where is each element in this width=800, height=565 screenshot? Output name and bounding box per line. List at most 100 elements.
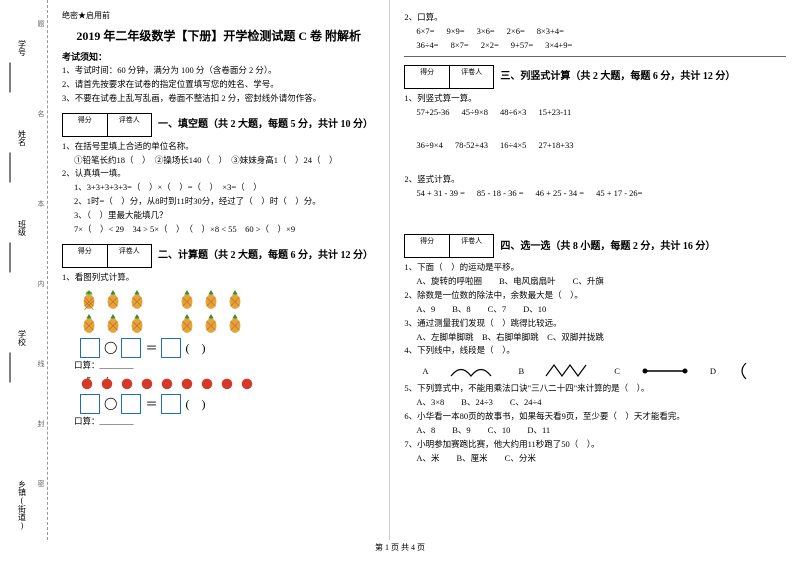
pineapple-icon [128,312,146,334]
margin-label: 班级 [17,220,28,236]
apple-icon [240,376,254,390]
question-sub: 2、1时=（ ）分，从8时到11时30分，经过了（ ）时（ ）分。 [62,196,375,208]
equals-sign: ＝ [145,339,157,356]
margin-hint: 本 [36,200,46,207]
score-cell: 得分 [63,114,108,136]
notice-item: 2、请首先按要求在试卷的指定位置填写您的姓名、学号。 [62,79,375,91]
page-title: 2019 年二年级数学【下册】开学检测试题 C 卷 附解析 [62,27,375,44]
section-2-header: 得分 评卷人 二、计算题（共 2 大题，每题 6 分，共计 12 分） [62,240,375,268]
section-title: 二、计算题（共 2 大题，每题 6 分，共计 12 分） [158,246,373,261]
equation-boxes: ◯ ＝ ( ) [80,338,375,358]
notice-item: 3、不要在试卷上乱写乱画，卷面不整洁扣 2 分，密封线外请勿作答。 [62,93,375,105]
score-cell: 得分 [63,245,108,267]
calc-item: 54 + 31 - 39 = [416,188,465,200]
calc-item: 45÷9×8 [462,107,488,119]
calc-item: 85 - 18 - 36 = [477,188,524,200]
score-box: 得分 评卷人 [404,234,494,258]
option-label: C [614,366,620,376]
margin-label: 乡镇(街道) [17,480,28,530]
calc-item: 8×3+4= [537,26,564,38]
left-column: 绝密★启用前 2019 年二年级数学【下册】开学检测试题 C 卷 附解析 考试须… [48,0,390,540]
calc-item: 2×6= [507,26,525,38]
score-cell: 评卷人 [108,114,152,136]
margin-label: 学校 [17,330,28,346]
options: A、左脚单脚跳 B、右脚单脚跳 C、双脚并拢跳 [404,332,786,344]
calc-item: 27+18+33 [538,140,573,152]
margin-underline [10,63,11,93]
pineapple-icon [202,288,220,310]
answer-box[interactable] [121,338,141,358]
section-3-header: 得分 评卷人 三、列竖式计算（共 2 大题，每题 6 分，共计 12 分） [404,61,786,89]
options: A、米 B、厘米 C、分米 [404,453,786,465]
calc-item: 46 + 25 - 34 = [536,188,585,200]
apple-icon [140,376,154,390]
fruit-row [80,376,375,390]
score-box: 得分 评卷人 [404,65,494,89]
question-sub: ①铅笔长约18（ ） ②操场长140（ ） ③妹妹身高1（ ）24（ ） [62,155,375,167]
pineapple-icon [104,312,122,334]
option-label: B [519,366,525,376]
margin-hint: 名 [36,110,46,117]
page-footer: 第 1 页 共 4 页 [0,540,800,553]
score-cell: 评卷人 [450,235,494,257]
options: A、3×8 B、24÷3 C、24÷4 [404,397,786,409]
pineapple-figure [62,288,375,334]
operator-circle: ◯ [104,340,117,355]
calc-item: 3×4+9= [545,40,572,52]
section-title: 四、选一选（共 8 小题，每题 2 分，共计 16 分） [500,237,715,252]
divider [404,56,786,57]
arc-shape-icon [736,361,786,381]
line-shapes: A B C D [422,361,786,381]
section-1-header: 得分 评卷人 一、填空题（共 2 大题，每题 5 分，共计 10 分） [62,109,375,137]
segment-shape-icon [640,361,690,381]
option-label: D [710,366,716,376]
apple-icon [100,376,114,390]
calc-item: 36÷9×4 [416,140,442,152]
calc-item: 9+57= [511,40,533,52]
calc-item: 2×2= [481,40,499,52]
question: 5、下列算式中，不能用乘法口诀"三八二十四"来计算的是（ ）。 [404,383,786,395]
calc-row: 36÷4= 8×7= 2×2= 9+57= 3×4+9= [404,40,786,52]
equation-boxes: ◯ ＝ ( ) [80,394,375,414]
score-box: 得分 评卷人 [62,244,152,268]
kousuan-label: 口算：________ [62,360,375,372]
apple-icon [120,376,134,390]
calc-item: 57+25-36 [416,107,449,119]
score-cell: 评卷人 [108,245,152,267]
section-title: 三、列竖式计算（共 2 大题，每题 6 分，共计 12 分） [500,67,735,82]
answer-box[interactable] [80,394,100,414]
margin-hint: 线 [36,360,46,367]
calc-row: 57+25-36 45÷9×8 48÷6×3 15+23-11 [404,107,786,119]
answer-box[interactable] [121,394,141,414]
apple-icon [200,376,214,390]
question-sub: 7×（ ）< 29 34 > 5×（ ） （ ）×8 < 55 60 >（ ）×… [62,224,375,236]
options: A、8 B、9 C、10 D、11 [404,425,786,437]
calc-item: 9×9= [446,26,464,38]
unit-paren: ( ) [185,395,205,412]
answer-box[interactable] [161,338,181,358]
apple-icon [80,376,94,390]
curve-shape-icon [449,361,499,381]
section-4-header: 得分 评卷人 四、选一选（共 8 小题，每题 2 分，共计 16 分） [404,230,786,258]
calc-row: 36÷9×4 78-52+43 16÷4×5 27+18+33 [404,140,786,152]
section-title: 一、填空题（共 2 大题，每题 5 分，共计 10 分） [158,115,373,130]
question: 7、小明参加赛跑比赛，他大约用11秒跑了50（ ）。 [404,439,786,451]
pineapple-icon [128,288,146,310]
options: A、9 B、8 C、7 D、10 [404,304,786,316]
page-container: 学号 姓名 班级 学校 乡镇(街道) 题 名 本 内 线 封 密 绝密★启用前 … [0,0,800,540]
calc-item: 45 + 17 - 26= [596,188,642,200]
margin-hint: 内 [36,280,46,287]
answer-box[interactable] [80,338,100,358]
notice-head: 考试须知： [62,50,375,63]
pineapple-icon [104,288,122,310]
score-cell: 得分 [405,235,450,257]
margin-hint: 密 [36,480,46,487]
fruit-row [80,312,375,334]
apple-icon [180,376,194,390]
score-cell: 评卷人 [450,66,494,88]
margin-label: 姓名 [17,130,28,146]
answer-box[interactable] [161,394,181,414]
question: 2、认真填一填。 [62,168,375,180]
secret-label: 绝密★启用前 [62,10,375,21]
calc-item: 16÷4×5 [500,140,526,152]
